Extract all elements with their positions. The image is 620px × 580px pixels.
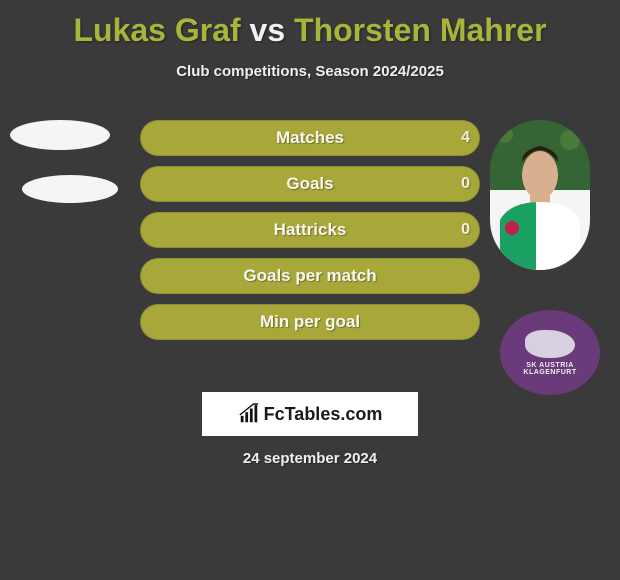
club-badge-text: SK AUSTRIA KLAGENFURT <box>523 362 576 376</box>
player2-club-badge: SK AUSTRIA KLAGENFURT <box>500 310 600 395</box>
subtitle: Club competitions, Season 2024/2025 <box>0 63 620 80</box>
stat-value-right: 4 <box>461 120 470 156</box>
stat-bar: Matches <box>140 120 480 156</box>
stat-bar: Goals per match <box>140 258 480 294</box>
date-text: 24 september 2024 <box>0 450 620 467</box>
player2-photo <box>490 120 590 270</box>
chart-icon <box>238 403 260 425</box>
club-badge-line2: KLAGENFURT <box>523 369 576 376</box>
stat-value-right: 0 <box>461 166 470 202</box>
comparison-title: Lukas Graf vs Thorsten Mahrer <box>0 0 620 49</box>
club-badge-line1: SK AUSTRIA <box>526 362 574 369</box>
brand-logo: FcTables.com <box>238 403 383 425</box>
stat-label: Min per goal <box>260 312 360 332</box>
brand-text: FcTables.com <box>264 404 383 425</box>
stat-label: Goals <box>286 174 333 194</box>
brand-box: FcTables.com <box>202 392 418 436</box>
stat-bar: Hattricks <box>140 212 480 248</box>
stat-bar: Goals <box>140 166 480 202</box>
player-photo-svg <box>490 120 590 270</box>
stat-label: Matches <box>276 128 344 148</box>
club-badge-icon <box>525 330 575 358</box>
stat-bar: Min per goal <box>140 304 480 340</box>
vs-text: vs <box>250 12 286 48</box>
player2-name: Thorsten Mahrer <box>294 12 546 48</box>
player1-name: Lukas Graf <box>73 12 240 48</box>
stat-label: Goals per match <box>243 266 376 286</box>
stat-value-right: 0 <box>461 212 470 248</box>
stat-label: Hattricks <box>274 220 347 240</box>
